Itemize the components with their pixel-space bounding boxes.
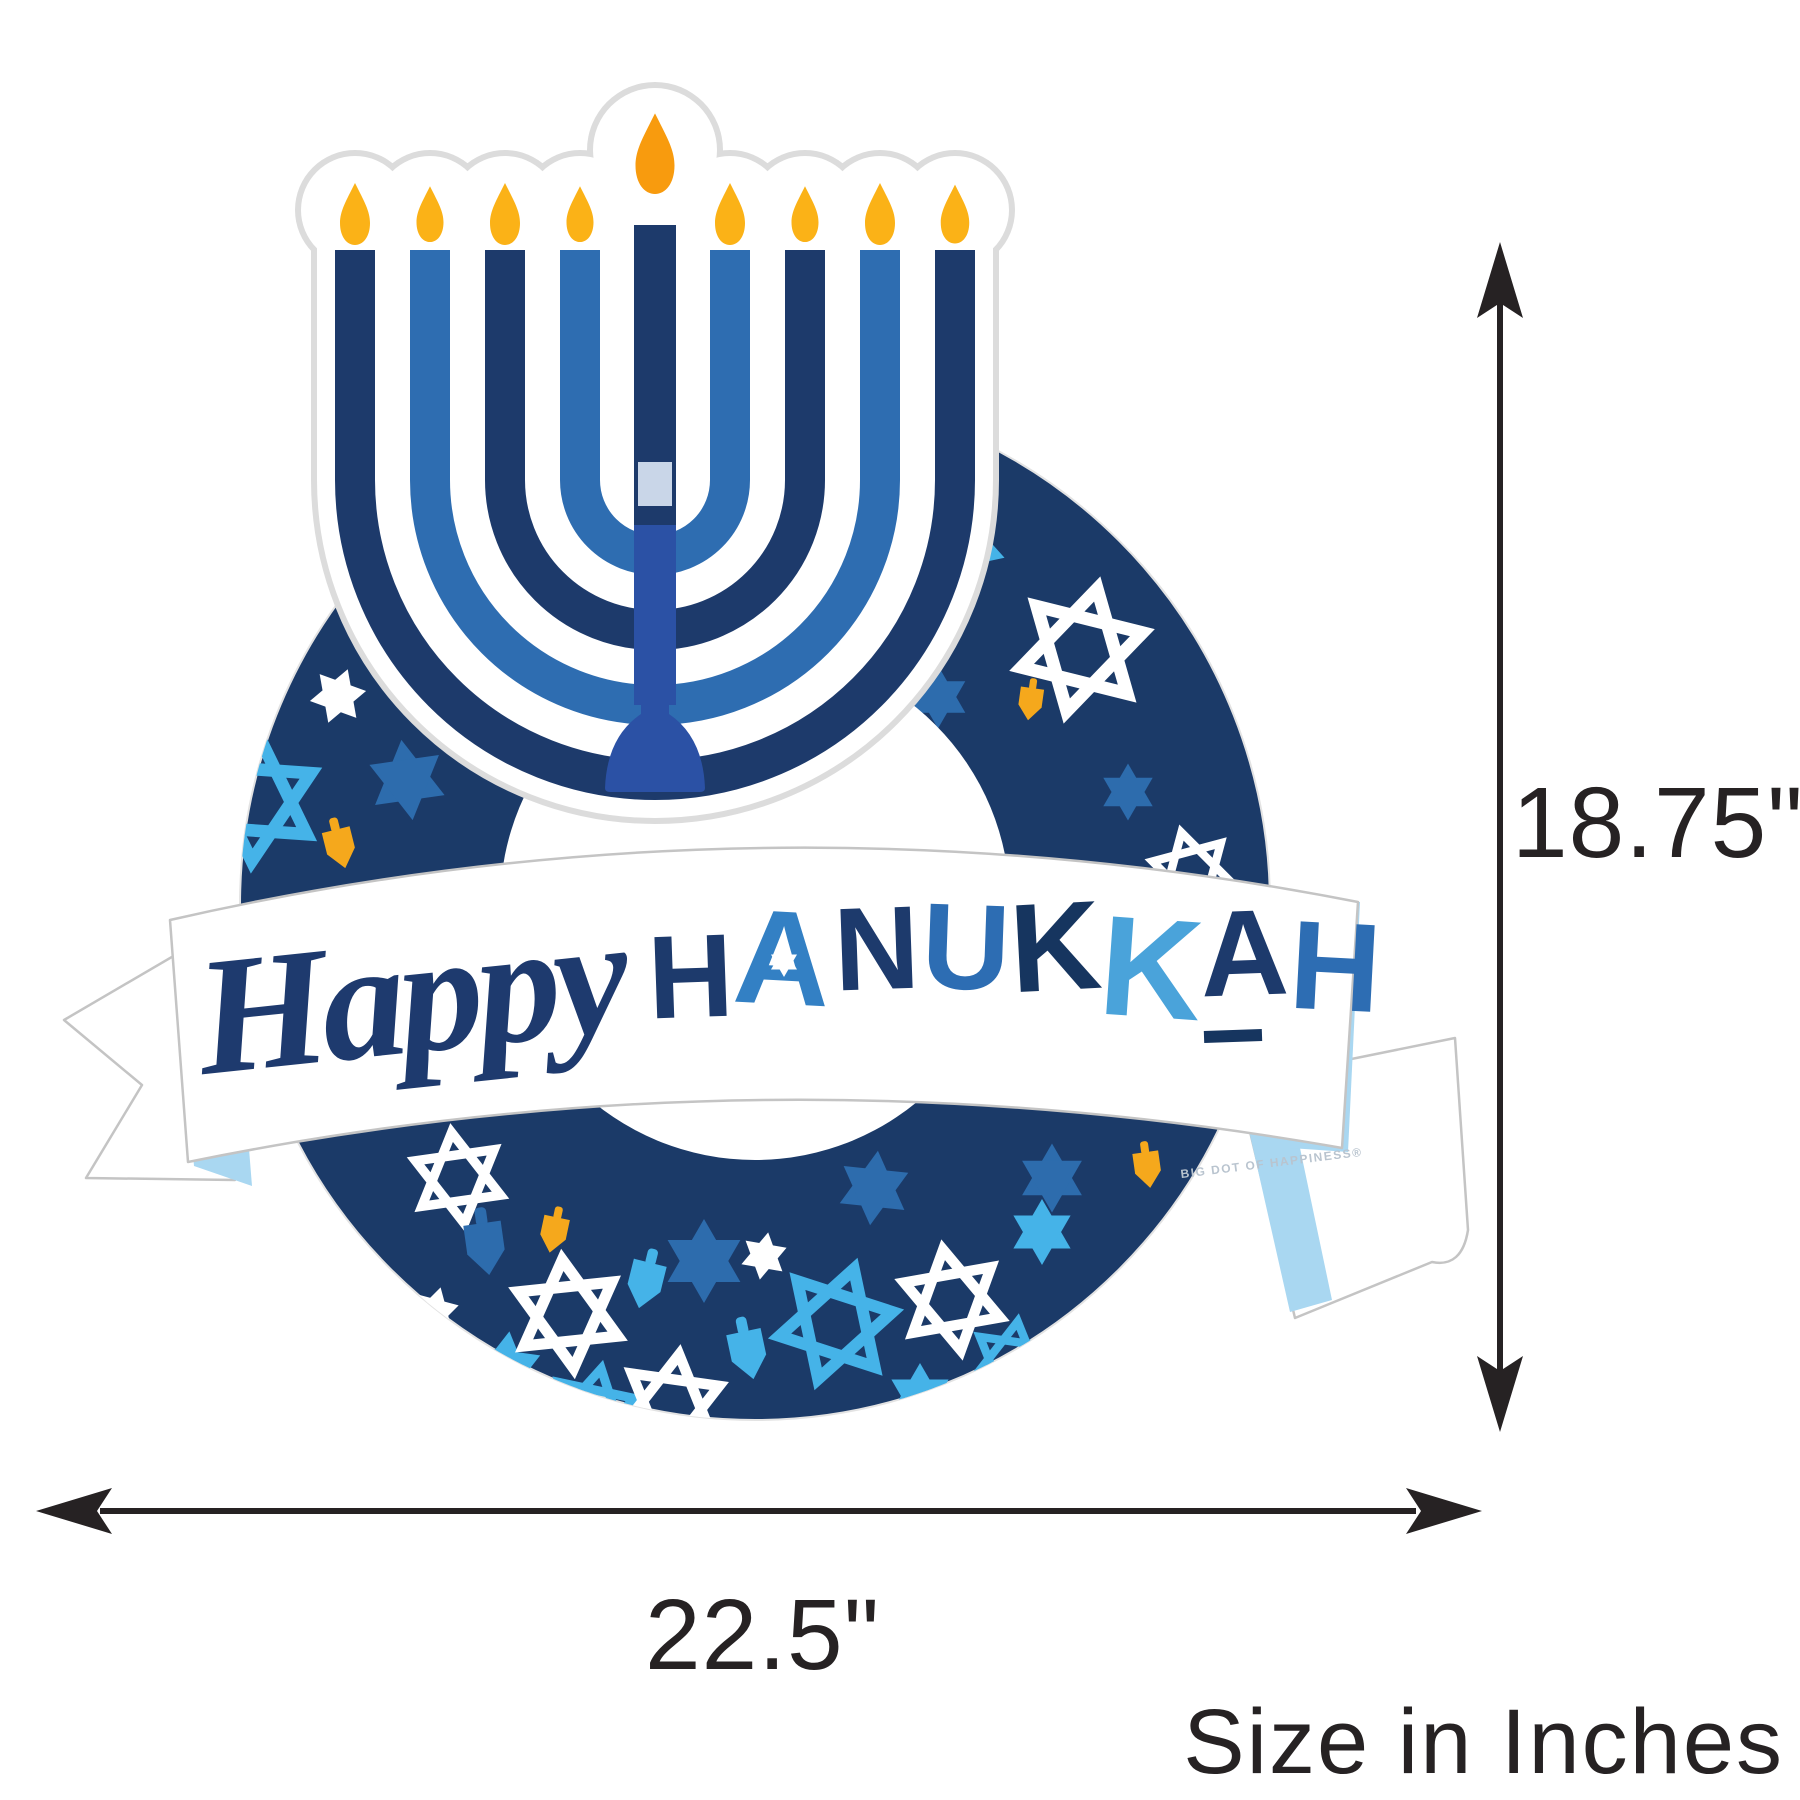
menorah-stem-clip <box>638 462 672 506</box>
menorah-base <box>605 700 705 792</box>
banner-letter: K <box>1094 885 1209 1052</box>
banner-letter: A <box>1197 883 1291 1023</box>
height-dimension-label: 18.75" <box>1512 767 1800 879</box>
banner-main <box>168 846 1360 1164</box>
shamash-flame-icon <box>635 113 675 194</box>
size-unit-note: Size in Inches <box>1183 1691 1784 1793</box>
banner-letter: N <box>831 881 922 1017</box>
letter-underline <box>1203 1028 1263 1044</box>
banner-word-hanukkah: H A N U K K A H <box>645 873 1385 1138</box>
star-in-letter-a-icon <box>771 947 797 977</box>
banner-letter: H <box>1286 893 1385 1040</box>
width-arrow <box>36 1488 1482 1534</box>
banner-ribbon <box>62 846 1470 1320</box>
width-dimension-label: 22.5" <box>645 1579 881 1691</box>
menorah-icon <box>335 113 975 800</box>
flame-icon <box>340 113 970 245</box>
banner-letter: H <box>645 909 736 1045</box>
banner-letter: K <box>1006 873 1105 1020</box>
menorah-stem-lower <box>634 525 676 705</box>
banner-letter: U <box>919 877 1013 1017</box>
height-arrow <box>1477 242 1523 1432</box>
